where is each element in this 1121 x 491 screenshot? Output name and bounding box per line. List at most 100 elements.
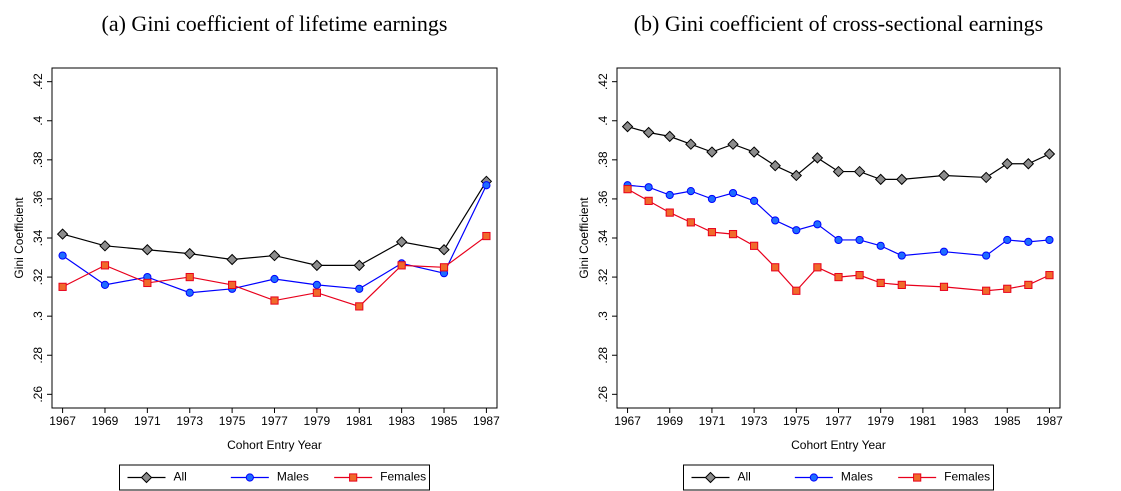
- marker: [771, 216, 780, 225]
- y-tick-label: .34: [596, 229, 610, 246]
- x-tick-label: 1981: [910, 414, 937, 428]
- y-tick-label: .4: [596, 115, 610, 125]
- y-tick-label: .36: [596, 190, 610, 207]
- marker: [771, 263, 780, 272]
- y-tick-label: .26: [31, 386, 45, 403]
- y-tick-label: .28: [31, 347, 45, 364]
- marker: [792, 286, 801, 295]
- marker: [245, 473, 254, 482]
- x-tick-label: 1983: [388, 414, 415, 428]
- marker: [790, 169, 803, 182]
- marker: [438, 244, 450, 256]
- panel-title: (b) Gini coefficient of cross-sectional …: [634, 11, 1044, 36]
- x-tick-label: 1973: [176, 414, 203, 428]
- marker: [1045, 235, 1054, 245]
- marker: [811, 152, 824, 164]
- marker: [665, 208, 674, 217]
- marker: [707, 228, 717, 237]
- x-tick-label: 1971: [699, 414, 726, 428]
- marker: [228, 280, 237, 289]
- marker: [141, 244, 154, 256]
- marker: [750, 241, 759, 250]
- legend-label: Females: [944, 470, 990, 484]
- x-tick-label: 1977: [825, 414, 852, 428]
- marker: [1003, 284, 1012, 293]
- marker: [939, 282, 949, 291]
- y-tick-label: .32: [596, 268, 610, 285]
- legend-box: [683, 464, 994, 491]
- x-tick-label: 1979: [867, 414, 894, 428]
- marker: [99, 240, 111, 252]
- marker: [897, 251, 906, 260]
- marker: [312, 280, 321, 289]
- x-tick-label: 1985: [994, 414, 1021, 428]
- marker: [58, 282, 67, 291]
- y-tick-label: .38: [31, 151, 45, 168]
- marker: [226, 253, 238, 266]
- marker: [397, 261, 406, 270]
- marker: [834, 235, 843, 245]
- marker: [100, 280, 110, 289]
- marker: [980, 171, 992, 184]
- marker: [876, 241, 885, 250]
- marker: [623, 185, 632, 194]
- marker: [834, 272, 843, 282]
- y-tick-label: .26: [596, 386, 610, 403]
- marker: [185, 288, 194, 297]
- marker: [1001, 158, 1013, 170]
- x-axis-label: Cohort Entry Year: [791, 438, 886, 452]
- x-tick-label: 1973: [741, 414, 768, 428]
- y-axis-label: Gini Coefficient: [577, 197, 591, 279]
- marker: [482, 181, 491, 190]
- marker: [268, 249, 281, 262]
- x-tick-label: 1971: [134, 414, 161, 428]
- x-axis-label: Cohort Entry Year: [227, 438, 322, 452]
- marker: [100, 261, 110, 270]
- marker: [1022, 158, 1035, 170]
- marker: [704, 471, 717, 484]
- marker: [270, 274, 279, 284]
- marker: [769, 159, 781, 172]
- marker: [685, 138, 697, 150]
- marker: [832, 165, 845, 178]
- marker: [482, 231, 491, 241]
- marker: [982, 251, 991, 260]
- x-tick-label: 1967: [614, 414, 641, 428]
- marker: [748, 146, 760, 158]
- panel-title: (a) Gini coefficient of lifetime earning…: [102, 11, 448, 36]
- x-tick-label: 1969: [656, 414, 683, 428]
- marker: [853, 165, 866, 178]
- legend-label: Males: [841, 470, 873, 484]
- y-tick-label: .28: [596, 347, 610, 364]
- marker: [270, 296, 279, 305]
- x-tick-label: 1981: [346, 414, 373, 428]
- marker: [809, 473, 818, 482]
- marker: [311, 259, 323, 272]
- marker: [355, 302, 364, 311]
- marker: [855, 235, 864, 245]
- marker: [621, 120, 634, 133]
- marker: [143, 278, 152, 288]
- marker: [1024, 237, 1033, 247]
- marker: [707, 194, 717, 204]
- marker: [896, 173, 908, 186]
- y-tick-label: .3: [596, 311, 610, 321]
- marker: [876, 278, 885, 288]
- marker: [355, 284, 364, 293]
- marker: [913, 473, 922, 482]
- marker: [312, 288, 321, 297]
- marker: [664, 130, 676, 143]
- legend-label: All: [738, 470, 751, 484]
- y-tick-label: .3: [31, 311, 45, 321]
- marker: [1003, 235, 1012, 245]
- x-tick-label: 1975: [219, 414, 246, 428]
- marker: [897, 280, 906, 289]
- marker: [728, 229, 738, 239]
- marker: [938, 169, 950, 182]
- marker: [813, 220, 822, 229]
- legend-label: Males: [277, 470, 309, 484]
- marker: [56, 228, 69, 240]
- x-tick-label: 1979: [304, 414, 331, 428]
- y-tick-label: .42: [31, 73, 45, 90]
